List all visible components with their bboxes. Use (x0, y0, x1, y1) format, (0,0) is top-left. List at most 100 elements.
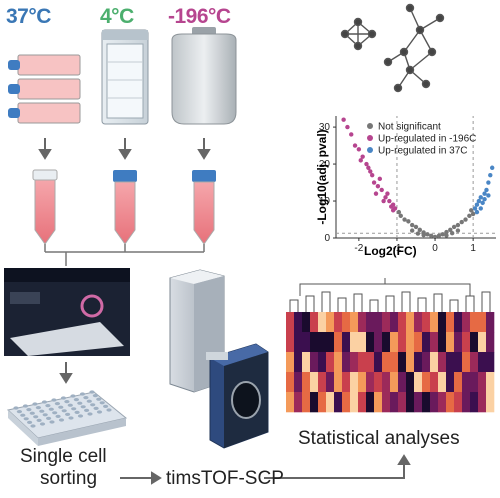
volcano-point (463, 217, 468, 222)
volcano-point (349, 132, 354, 137)
legend-marker (367, 123, 373, 129)
volcano-point (478, 206, 483, 211)
plate-well (89, 390, 95, 394)
heatmap-cell (342, 352, 351, 373)
heatmap-cell (478, 312, 487, 333)
heatmap-cell (294, 332, 303, 353)
heatmap-cell (462, 372, 471, 393)
heatmap-cell (462, 352, 471, 373)
plate-well (49, 420, 55, 424)
volcano-point (415, 231, 421, 236)
volcano-point (375, 184, 381, 189)
dendrogram-branch (385, 295, 395, 312)
plate-well (64, 400, 70, 404)
down-arrow-sorter (59, 362, 73, 384)
volcano-point (472, 206, 478, 211)
dendrogram-branch (353, 293, 363, 312)
heatmap-cell (350, 312, 359, 333)
volcano-point (455, 222, 461, 228)
heatmap-cell (286, 372, 295, 393)
plate-well (16, 410, 22, 414)
heatmap-cell (318, 332, 327, 353)
heatmap-cell (486, 352, 495, 373)
heatmap-cell (350, 332, 359, 353)
volcano-point (364, 161, 369, 167)
heatmap-cell (470, 392, 479, 413)
volcano-point (402, 217, 407, 222)
dendrogram-branch (321, 291, 331, 312)
heatmap-cell (310, 392, 319, 413)
dendrogram-branch (465, 295, 475, 312)
plate-well (58, 418, 65, 422)
heatmap-cell (334, 312, 343, 333)
heatmap-cell (430, 392, 439, 413)
heatmap-cell (462, 392, 471, 413)
plate-well (77, 401, 83, 405)
heatmap-dendrogram (289, 278, 491, 312)
heatmap-cell (422, 312, 431, 333)
heatmap-cell (422, 372, 431, 393)
volcano-point (398, 213, 403, 219)
heatmap-cell (302, 332, 311, 353)
heatmap-cell (414, 332, 423, 353)
volcano-point (429, 233, 434, 238)
volcano-point (480, 200, 485, 206)
heatmap-cell (454, 352, 463, 373)
volcano-point (413, 224, 419, 230)
volcano-points (341, 117, 495, 240)
plate-well (80, 405, 86, 409)
heatmap-cell (342, 392, 351, 413)
plate-well (32, 402, 38, 406)
legend-label: Not significant (378, 122, 441, 133)
heatmap-cell (374, 392, 383, 413)
plate-well (51, 398, 57, 402)
plate-well (55, 414, 61, 418)
heatmap-cell (454, 392, 463, 413)
volcano-point (467, 213, 472, 219)
heatmap-cell (302, 312, 311, 333)
heatmap-cell (366, 332, 375, 353)
heatmap-cell (366, 352, 375, 373)
plate-well (90, 403, 96, 407)
heatmap-cell (390, 392, 399, 413)
heatmap-cell (334, 332, 343, 353)
heatmap-cell (446, 312, 455, 333)
plate-well (58, 405, 64, 409)
heatmap-cell (406, 312, 415, 333)
heatmap (286, 312, 495, 413)
heatmap-cell (406, 352, 415, 373)
plate-well (41, 400, 48, 404)
heatmap-cell (310, 352, 319, 373)
volcano-point (406, 219, 411, 224)
heatmap-cell (486, 312, 495, 333)
volcano-point (469, 208, 474, 213)
heatmap-cell (294, 392, 303, 413)
heatmap-cell (382, 392, 391, 413)
heatmap-cell (318, 392, 327, 413)
volcano-point (366, 165, 371, 170)
heatmap-cell (302, 372, 311, 393)
heatmap-cell (382, 312, 391, 333)
heatmap-cell (310, 312, 319, 333)
x-tick-label: 1 (470, 243, 476, 254)
volcano-point (474, 209, 480, 215)
heatmap-cell (310, 372, 319, 393)
timstof-instrument-icon (169, 269, 269, 449)
temp-4-label: 4°C (100, 5, 134, 28)
heatmap-cell (286, 332, 295, 353)
volcano-point (352, 143, 358, 148)
plate-well (36, 418, 42, 422)
volcano-point (373, 191, 379, 196)
heatmap-cell (422, 332, 431, 353)
heatmap-cell (390, 312, 399, 333)
legend-marker (367, 135, 373, 141)
heatmap-cell (430, 352, 439, 373)
heatmap-cell (310, 332, 319, 353)
down-arrows (38, 138, 211, 160)
heatmap-cell (414, 392, 423, 413)
plate-well (22, 404, 29, 408)
heatmap-cell (334, 392, 343, 413)
volcano-x-title: Log2(FC) (364, 244, 417, 258)
heatmap-cell (438, 392, 447, 413)
